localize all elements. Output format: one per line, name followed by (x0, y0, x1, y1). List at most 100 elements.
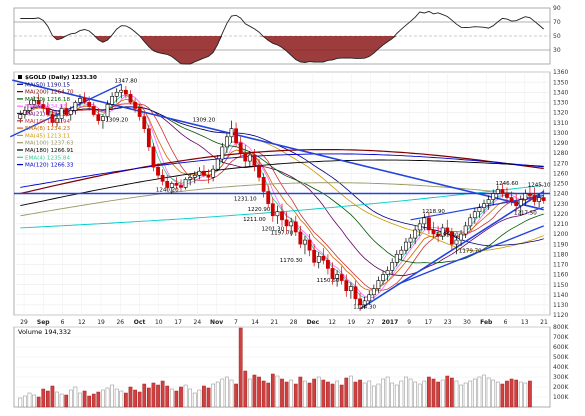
volume-bar (110, 384, 114, 408)
volume-bar (87, 395, 92, 408)
volume-bar (431, 378, 436, 408)
candle-body (431, 229, 436, 235)
volume-bar (326, 381, 330, 408)
price-tick-label: 1270 (553, 160, 568, 167)
candle-body (362, 300, 367, 306)
candle-body (137, 108, 142, 117)
volume-bar (358, 379, 362, 408)
volume-bar (491, 379, 496, 408)
candle-body (404, 241, 408, 251)
candle-body (303, 239, 307, 245)
volume-bar (316, 376, 321, 408)
legend-entry: MA(21) 1221.92 (25, 112, 70, 118)
indicator-tick-label: 90 (553, 5, 561, 12)
volume-bar (229, 379, 234, 408)
volume-bar (101, 389, 105, 408)
volume-bar (124, 392, 128, 408)
x-tick-label: 30 (463, 319, 471, 326)
volume-bar (257, 376, 261, 408)
volume-bar (495, 381, 500, 408)
x-tick-label: 12 (328, 319, 336, 326)
volume-bar (151, 382, 156, 408)
price-tick-label: 1250 (553, 181, 568, 188)
candle-body (252, 154, 257, 166)
price-annotations: 1347.80 1309.20 1309.20 1240.20 1231.10 1220.… (105, 78, 551, 310)
volume-bar (220, 378, 225, 408)
volume-bar (137, 391, 142, 408)
candle-body (32, 100, 36, 105)
candle-body (169, 183, 174, 188)
candle-body (413, 229, 418, 239)
volume-bar (427, 376, 431, 408)
volume-bar (436, 381, 440, 408)
candle-body (376, 280, 381, 289)
volume-bar (505, 380, 509, 408)
volume-bar (27, 392, 32, 408)
volume-bar (36, 396, 41, 408)
candle-body (27, 104, 32, 111)
volume-bar (509, 378, 514, 408)
volume-bar (165, 385, 170, 408)
x-tick-label: 21 (271, 319, 279, 326)
volume-bar (142, 383, 147, 408)
candle-body (73, 102, 78, 111)
candle-body (427, 217, 431, 231)
candle-body (229, 128, 234, 138)
volume-label: Volume 194,332 (18, 328, 71, 336)
volume-bar (362, 382, 367, 408)
candle-body (454, 239, 459, 245)
price-annotation: 1347.80 (115, 78, 138, 84)
candle-body (390, 262, 395, 271)
candle-body (68, 110, 73, 115)
candle-body (64, 108, 69, 115)
candle-body (247, 154, 252, 162)
volume-bar (18, 397, 23, 408)
volume-bar (367, 380, 372, 408)
x-tick-label: 13 (521, 319, 529, 326)
volume-bar (404, 376, 408, 408)
candle-body (463, 225, 468, 235)
volume-bar (486, 377, 491, 408)
price-annotation: 1201.30 (261, 227, 284, 233)
candle-body (298, 231, 303, 245)
price-tick-label: 1280 (553, 150, 568, 157)
candle-body (101, 116, 105, 121)
price-tick-label: 1360 (553, 69, 568, 76)
candle-body (353, 286, 358, 300)
volume-bar (477, 376, 482, 408)
candle-body (537, 197, 542, 202)
price-tick-label: 1230 (553, 201, 568, 208)
volume-bar (353, 381, 358, 408)
candle-body (422, 217, 427, 225)
x-tick-label: Dec (307, 319, 320, 326)
candle-body (344, 280, 349, 292)
legend-entry: EMA(4) 1235.84 (25, 155, 70, 161)
x-tick-label: 9 (407, 319, 411, 326)
x-tick-label: 12 (78, 319, 86, 326)
legend-entry: MA(5) 1234.83 (25, 104, 67, 110)
volume-bar (183, 384, 188, 408)
volume-bar (252, 374, 257, 408)
price-annotation: 1245.10 (528, 182, 551, 188)
price-annotation: 1220.90 (248, 207, 271, 213)
candle-body (238, 142, 243, 154)
price-tick-label: 1140 (553, 292, 568, 299)
candle-body (330, 268, 335, 279)
volume-bar (528, 380, 532, 408)
x-tick-label: 6 (504, 319, 508, 326)
candle-body (192, 174, 197, 178)
volume-bar (41, 388, 46, 408)
x-tick-label: Feb (480, 319, 493, 326)
candle-body (449, 231, 454, 245)
volume-panel: 100K 200K 300K 400K 500K 600K 700K 800K Volume … (13, 324, 569, 408)
candle-body (188, 177, 193, 180)
price-annotation: 1195.40 (436, 233, 459, 239)
candle-body (477, 207, 482, 213)
volume-bar (413, 381, 418, 408)
volume-bar (202, 385, 206, 408)
price-tick-label: 1200 (553, 231, 568, 238)
legend-entry: MA(50) 1190.15 (25, 82, 70, 88)
price-annotation: 1197.70 (271, 230, 294, 236)
candle-body (119, 89, 124, 93)
x-tick-label: 29 (20, 319, 28, 326)
